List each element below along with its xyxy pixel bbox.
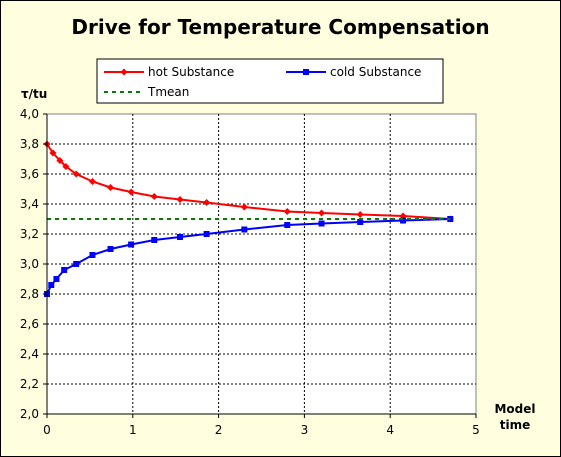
legend-label-cold-substance: cold Substance (330, 65, 421, 79)
y-tick-label: 2,4 (20, 347, 39, 361)
x-tick-label: 0 (43, 423, 51, 437)
y-tick-label: 4,0 (20, 107, 39, 121)
axes: 2,0 2,2 2,4 2,6 2,8 3,0 3,2 3,4 3,6 3,8 4,0 0 1 2 3 4 5 (20, 107, 480, 437)
x-tick-label: 3 (301, 423, 309, 437)
y-tick-label: 3,6 (20, 167, 39, 181)
data-point-cold-substance (53, 276, 60, 282)
data-point-cold-substance (89, 252, 96, 258)
data-point-cold-substance (107, 246, 114, 252)
data-point-hot-substance (240, 203, 248, 211)
legend: hot Substance cold Substance Tmean (96, 58, 444, 104)
y-tick-label: 3,2 (20, 227, 39, 241)
data-point-cold-substance (48, 282, 55, 288)
x-tick-label: 4 (386, 423, 394, 437)
legend-box (96, 58, 444, 104)
data-point-cold-substance (203, 231, 210, 237)
data-point-cold-substance (151, 237, 158, 243)
data-point-cold-substance (284, 222, 291, 228)
data-point-hot-substance (88, 178, 96, 185)
legend-marker-cold-substance (303, 69, 309, 75)
data-point-hot-substance (106, 184, 114, 191)
y-axis-label: τ/tu (21, 87, 47, 101)
data-point-cold-substance (73, 261, 80, 267)
legend-label-hot-substance: hot Substance (148, 65, 234, 79)
x-tick-label: 5 (472, 423, 480, 437)
data-point-cold-substance (318, 220, 325, 227)
y-tick-label: 3,4 (20, 197, 39, 211)
y-tick-label: 2,0 (20, 407, 39, 421)
data-point-hot-substance (127, 188, 135, 196)
data-point-cold-substance (241, 226, 248, 233)
x-axis-label-line1: Model (494, 402, 535, 416)
data-point-cold-substance (357, 219, 364, 225)
y-tick-label: 2,8 (20, 287, 39, 301)
data-point-hot-substance (49, 149, 57, 157)
data-point-cold-substance (400, 217, 407, 224)
x-tick-label: 1 (129, 423, 137, 437)
data-point-cold-substance (61, 267, 68, 273)
data-point-hot-substance (203, 199, 211, 206)
grid (47, 114, 476, 414)
data-point-cold-substance (176, 234, 183, 240)
chart-title: Drive for Temperature Compensation (71, 15, 490, 39)
y-tick-label: 3,8 (20, 137, 39, 151)
x-axis-label-line2: time (500, 418, 531, 432)
legend-label-tmean: Tmean (147, 85, 189, 99)
data-point-hot-substance (72, 170, 80, 178)
data-point-hot-substance (62, 163, 70, 170)
legend-marker-hot-substance (120, 68, 128, 76)
y-tick-label: 2,6 (20, 317, 39, 331)
data-point-hot-substance (176, 196, 184, 203)
data-point-cold-substance (128, 241, 135, 248)
data-point-hot-substance (283, 208, 291, 215)
y-tick-label: 3,0 (20, 257, 39, 271)
data-point-hot-substance (356, 211, 364, 218)
data-point-hot-substance (56, 157, 64, 164)
y-tick-label: 2,2 (20, 377, 39, 391)
data-point-hot-substance (318, 209, 326, 217)
data-point-hot-substance (150, 193, 158, 200)
x-tick-label: 2 (215, 423, 223, 437)
